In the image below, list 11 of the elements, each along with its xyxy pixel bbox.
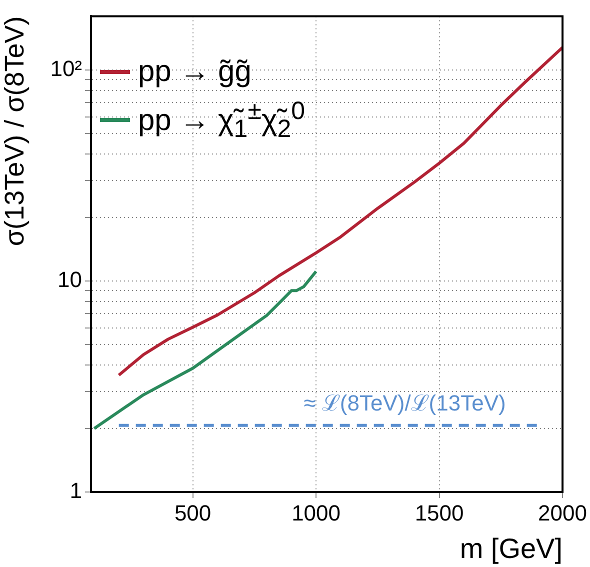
x-tick-label: 2000 [538, 500, 588, 526]
x-tick-label: 1500 [414, 500, 464, 526]
x-tick-label: 500 [174, 500, 212, 526]
x-tick-label: 1000 [292, 500, 341, 526]
y-axis-title: σ(13TeV) / σ(8TeV) [0, 16, 30, 246]
annotation: ≈ ℒ(8TeV)/ℒ(13TeV) [304, 390, 506, 416]
y-tick-label: 10² [50, 56, 82, 82]
y-tick-label: 1 [70, 478, 82, 504]
y-tick-label: 10 [58, 267, 82, 292]
legend-label: pp → g̃g̃ [138, 55, 252, 89]
x-axis-title: m [GeV] [460, 532, 563, 564]
